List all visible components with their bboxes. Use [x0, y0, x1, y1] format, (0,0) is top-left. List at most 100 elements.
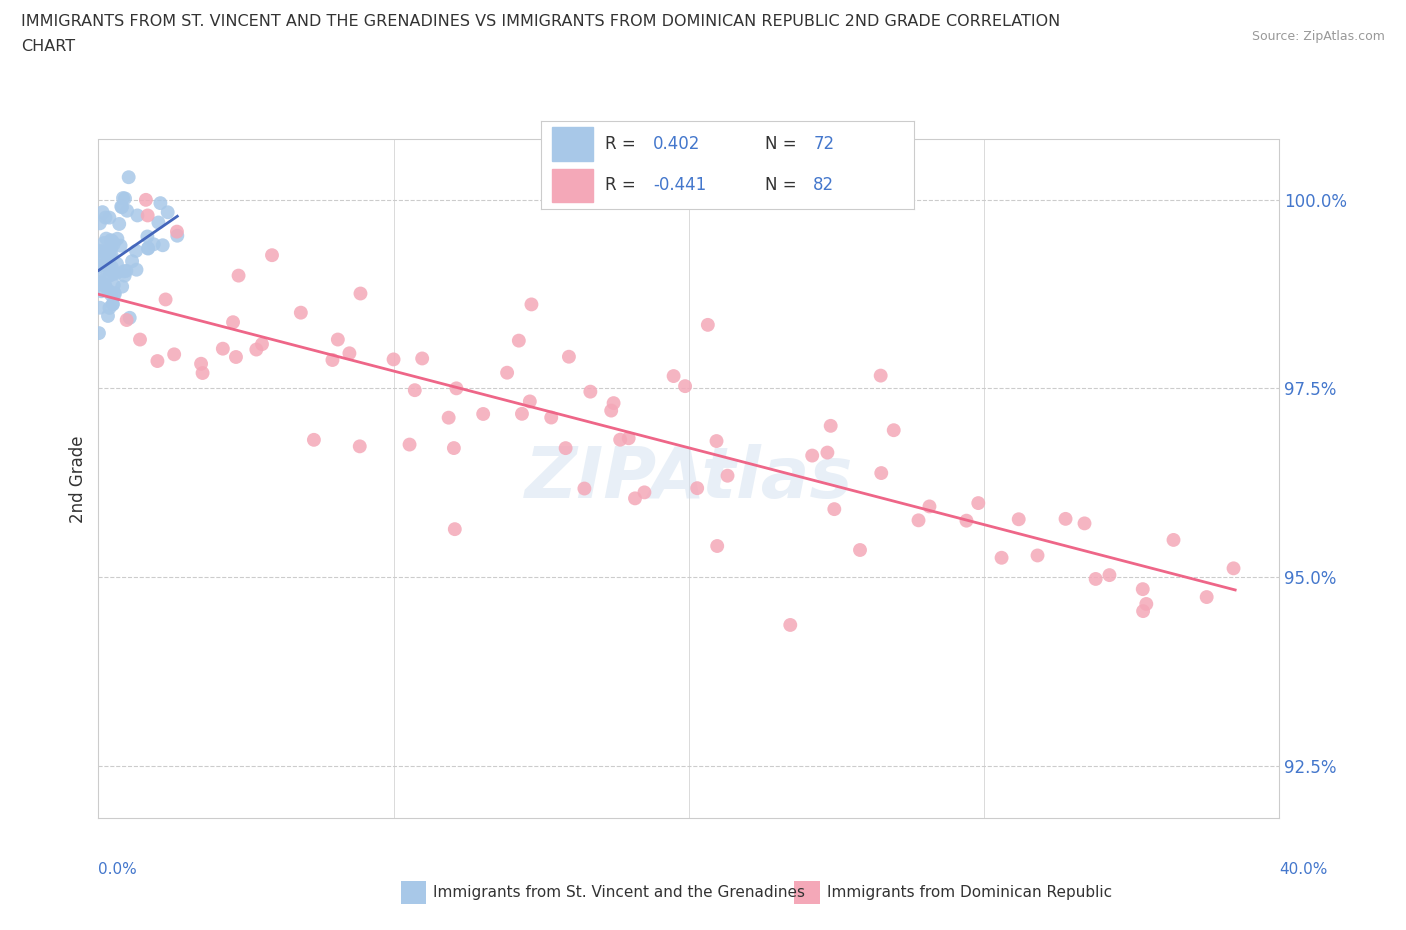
Point: [136, 241, 159, 256]
Point: [815, 445, 838, 460]
Point: [1026, 548, 1049, 563]
Point: [115, 312, 138, 327]
Point: [127, 208, 149, 223]
Point: [779, 618, 801, 632]
Point: [103, 278, 125, 293]
Point: [105, 232, 128, 246]
Point: [520, 297, 543, 312]
Point: [472, 406, 495, 421]
Point: [339, 346, 361, 361]
Point: [706, 433, 728, 448]
Point: [820, 418, 842, 433]
Point: [89, 216, 111, 231]
Point: [103, 266, 125, 281]
Point: [446, 381, 468, 396]
Point: [1222, 561, 1244, 576]
Point: [136, 229, 159, 244]
Point: [111, 200, 134, 215]
Text: 0.402: 0.402: [652, 135, 700, 153]
Text: 82: 82: [813, 177, 834, 194]
Point: [115, 263, 138, 278]
Point: [96, 232, 118, 246]
FancyBboxPatch shape: [553, 127, 593, 161]
Point: [89, 244, 111, 259]
Point: [1008, 512, 1031, 526]
Point: [125, 262, 148, 277]
Point: [190, 356, 212, 371]
Point: [90, 276, 112, 291]
Point: [121, 254, 143, 269]
Point: [90, 284, 112, 299]
Point: [118, 311, 141, 325]
Point: [662, 368, 685, 383]
Point: [111, 279, 134, 294]
Point: [1098, 567, 1121, 582]
Point: [349, 439, 371, 454]
Point: [93, 251, 115, 266]
Point: [94, 272, 117, 286]
Point: [869, 368, 891, 383]
Point: [443, 522, 465, 537]
Point: [673, 379, 696, 393]
Point: [87, 326, 110, 340]
Point: [135, 193, 157, 207]
Point: [100, 287, 122, 302]
Point: [100, 234, 122, 249]
Point: [142, 237, 165, 252]
Point: [97, 259, 120, 274]
Point: [125, 244, 148, 259]
Point: [166, 228, 188, 243]
Point: [98, 210, 121, 225]
Text: R =: R =: [605, 177, 641, 194]
Text: N =: N =: [765, 135, 801, 153]
Point: [98, 300, 121, 315]
Point: [250, 337, 273, 352]
Point: [716, 469, 738, 484]
Point: [617, 431, 640, 445]
Point: [146, 353, 169, 368]
Point: [1132, 581, 1154, 596]
Point: [955, 513, 977, 528]
Point: [98, 268, 121, 283]
Point: [100, 232, 122, 247]
Point: [290, 305, 312, 320]
Point: [136, 208, 159, 223]
Text: Source: ZipAtlas.com: Source: ZipAtlas.com: [1251, 30, 1385, 43]
Text: IMMIGRANTS FROM ST. VINCENT AND THE GRENADINES VS IMMIGRANTS FROM DOMINICAN REPU: IMMIGRANTS FROM ST. VINCENT AND THE GREN…: [21, 14, 1060, 29]
Point: [558, 350, 581, 365]
Point: [1084, 572, 1107, 587]
Point: [98, 248, 121, 263]
Point: [228, 268, 250, 283]
Point: [349, 286, 371, 301]
Point: [115, 204, 138, 219]
Text: 72: 72: [813, 135, 834, 153]
Point: [89, 263, 111, 278]
Point: [94, 277, 117, 292]
Point: [152, 238, 174, 253]
Point: [91, 205, 114, 219]
Point: [260, 247, 283, 262]
Point: [155, 292, 177, 307]
Point: [94, 210, 117, 225]
Point: [100, 241, 122, 256]
Point: [510, 406, 533, 421]
Point: [696, 317, 718, 332]
Text: Immigrants from St. Vincent and the Grenadines: Immigrants from St. Vincent and the Gren…: [433, 885, 806, 900]
Point: [163, 347, 186, 362]
Point: [136, 241, 159, 256]
Point: [706, 538, 728, 553]
Point: [326, 332, 349, 347]
Point: [114, 268, 136, 283]
Point: [849, 542, 872, 557]
Point: [600, 403, 623, 418]
Point: [93, 235, 115, 250]
Point: [1073, 516, 1095, 531]
Point: [633, 485, 655, 499]
Point: [609, 432, 631, 447]
Point: [508, 333, 530, 348]
Point: [222, 314, 245, 329]
Text: 0.0%: 0.0%: [98, 862, 138, 877]
Point: [101, 297, 124, 312]
Point: [118, 170, 141, 185]
Point: [686, 481, 709, 496]
